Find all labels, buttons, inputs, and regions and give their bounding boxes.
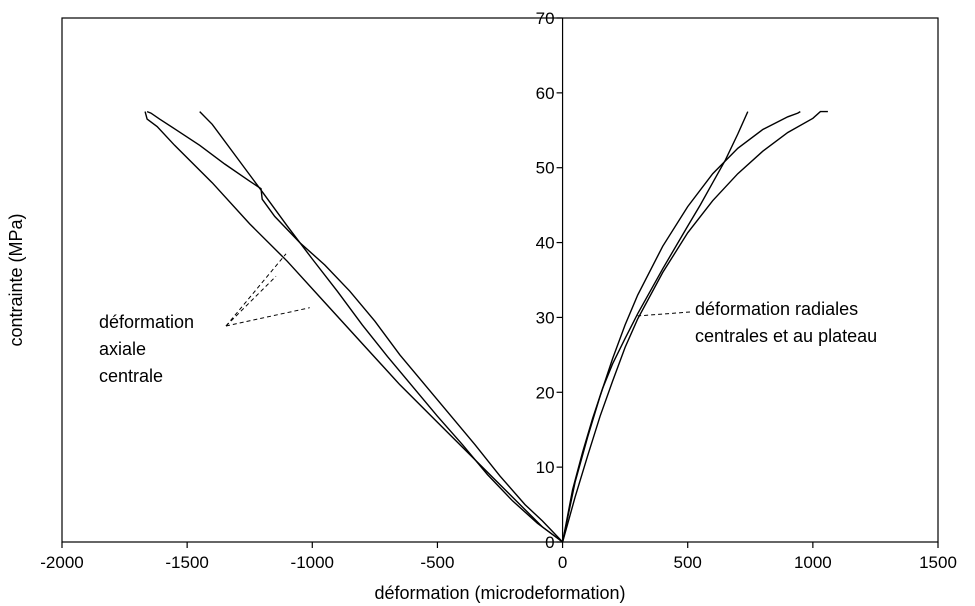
x-tick-label: 0	[558, 553, 567, 572]
annotation-axial-line-3: centrale	[99, 366, 163, 386]
x-tick-label: -1500	[165, 553, 208, 572]
y-tick-label: 20	[536, 383, 555, 402]
y-tick-label: 70	[536, 9, 555, 28]
annotation-radial: déformation radiales centrales et au pla…	[695, 299, 877, 346]
leader-line	[225, 307, 310, 327]
x-tick-label: 1000	[794, 553, 832, 572]
series-line-6	[561, 110, 828, 543]
annotation-axial: déformation axiale centrale	[99, 312, 194, 386]
annotation-leaders	[225, 253, 691, 327]
curves	[144, 110, 828, 543]
y-tick-label: 60	[536, 84, 555, 103]
y-tick-label: 50	[536, 159, 555, 178]
series-line-1	[144, 111, 564, 543]
leader-line	[637, 311, 691, 317]
series-line-3	[199, 111, 564, 543]
annotation-axial-line-2: axiale	[99, 339, 146, 359]
x-tick-label: 1500	[919, 553, 957, 572]
x-tick-label: -500	[420, 553, 454, 572]
x-tick-label: -2000	[40, 553, 83, 572]
y-tick-label: 0	[545, 533, 554, 552]
leader-line	[225, 275, 277, 327]
annotation-axial-line-1: déformation	[99, 312, 194, 332]
annotation-radial-line-1: déformation radiales	[695, 299, 858, 319]
y-axis-title: contrainte (MPa)	[6, 213, 26, 346]
y-tick-label: 10	[536, 458, 555, 477]
axis-ticks	[61, 17, 939, 548]
y-tick-label: 40	[536, 234, 555, 253]
plot-frame	[61, 17, 939, 543]
x-tick-label: -1000	[291, 553, 334, 572]
annotation-radial-line-2: centrales et au plateau	[695, 326, 877, 346]
x-axis-title: déformation (microdeformation)	[374, 583, 625, 603]
series-line-5	[561, 110, 801, 543]
leader-line	[225, 253, 287, 327]
y-tick-label: 30	[536, 308, 555, 327]
series-line-2	[146, 110, 564, 543]
tick-labels: -2000 -1500 -1000 -500 0 500 1000 1500 0 10 20 30 40…	[40, 9, 957, 572]
x-tick-label: 500	[674, 553, 702, 572]
